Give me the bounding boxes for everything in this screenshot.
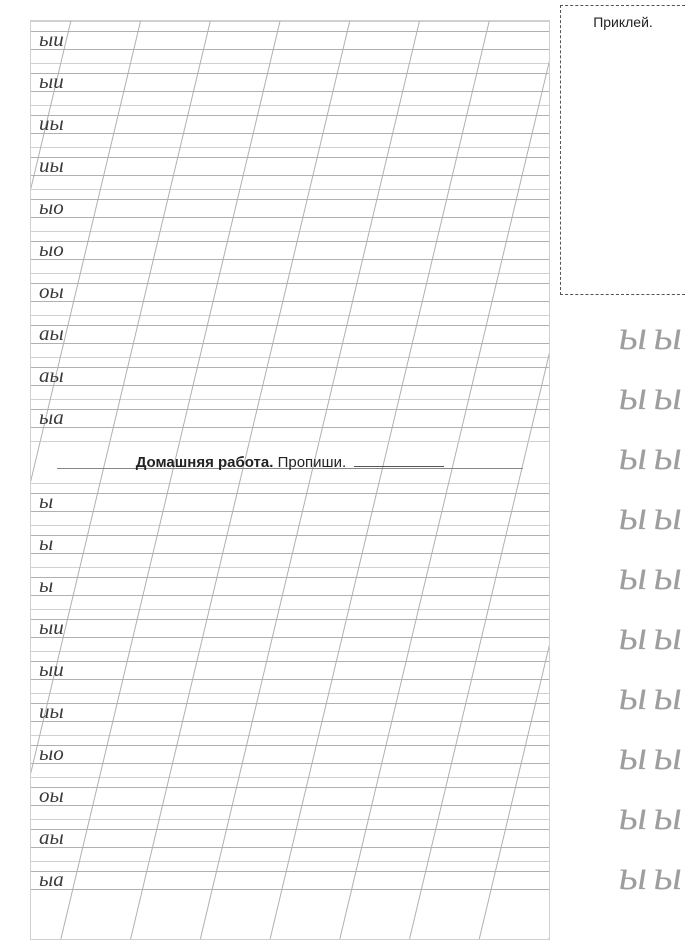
- sample-letters: иы: [39, 153, 64, 178]
- sample-letters: ыо: [39, 195, 64, 220]
- writing-row: оы: [31, 273, 549, 315]
- reference-letter-pair: ы ы: [619, 735, 680, 777]
- writing-row: ыо: [31, 231, 549, 273]
- writing-row: ыи: [31, 651, 549, 693]
- writing-row: ыи: [31, 21, 549, 63]
- writing-row: ыо: [31, 735, 549, 777]
- writing-row: ы: [31, 525, 549, 567]
- sample-letters: аы: [39, 825, 64, 850]
- writing-row: оы: [31, 777, 549, 819]
- reference-letter-pair: ы ы: [619, 615, 680, 657]
- sample-letters: аы: [39, 363, 64, 388]
- reference-letters-column: ы ы ы ы ы ы ы ы ы ы ы ы ы ы ы ы ы ы ы ы: [619, 315, 680, 915]
- sample-letters: оы: [39, 279, 64, 304]
- reference-letter-pair: ы ы: [619, 495, 680, 537]
- writing-row: ыи: [31, 609, 549, 651]
- reference-letter-pair: ы ы: [619, 795, 680, 837]
- sample-letters: ыи: [39, 615, 64, 640]
- reference-letter-pair: ы ы: [619, 855, 680, 897]
- sample-letters: ы: [39, 573, 53, 598]
- sample-letters: ыи: [39, 657, 64, 682]
- instruction-plain: Пропиши.: [273, 454, 346, 471]
- sample-letters: иы: [39, 699, 64, 724]
- glue-box: Приклей.: [560, 5, 685, 295]
- writing-worksheet: ыи ыи иы иы ыо ыо оы аы аы ыа Домашняя работа. Пр…: [30, 20, 550, 940]
- writing-row: ы: [31, 483, 549, 525]
- writing-row: аы: [31, 357, 549, 399]
- instruction-bold: Домашняя работа.: [136, 454, 274, 471]
- reference-letter-pair: ы ы: [619, 555, 680, 597]
- writing-row: ы: [31, 567, 549, 609]
- writing-row: ыо: [31, 189, 549, 231]
- writing-row: ыа: [31, 399, 549, 441]
- instruction-text: Домашняя работа. Пропиши.: [136, 454, 445, 471]
- sample-letters: ыа: [39, 867, 64, 892]
- sample-letters: аы: [39, 321, 64, 346]
- writing-row: аы: [31, 315, 549, 357]
- sample-letters: ыа: [39, 405, 64, 430]
- instruction-row: Домашняя работа. Пропиши.: [31, 441, 549, 483]
- writing-row: иы: [31, 105, 549, 147]
- sample-letters: ыи: [39, 27, 64, 52]
- sample-letters: оы: [39, 783, 64, 808]
- writing-row: аы: [31, 819, 549, 861]
- practice-rows-bottom: ыыыыиыииыыооыаыыа: [31, 483, 549, 903]
- writing-row: ыи: [31, 63, 549, 105]
- writing-row: ыа: [31, 861, 549, 903]
- practice-rows-top: ыи ыи иы иы ыо ыо оы аы аы ыа: [31, 21, 549, 441]
- reference-letter-pair: ы ы: [619, 435, 680, 477]
- writing-row: иы: [31, 693, 549, 735]
- reference-letter-pair: ы ы: [619, 675, 680, 717]
- sample-letters: ыо: [39, 237, 64, 262]
- sample-letters: ыо: [39, 741, 64, 766]
- sample-letters: ыи: [39, 69, 64, 94]
- sample-letters: иы: [39, 111, 64, 136]
- writing-row: иы: [31, 147, 549, 189]
- sample-letters: ы: [39, 489, 53, 514]
- reference-letter-pair: ы ы: [619, 315, 680, 357]
- sample-letters: ы: [39, 531, 53, 556]
- glue-label: Приклей.: [561, 14, 685, 30]
- reference-letter-pair: ы ы: [619, 375, 680, 417]
